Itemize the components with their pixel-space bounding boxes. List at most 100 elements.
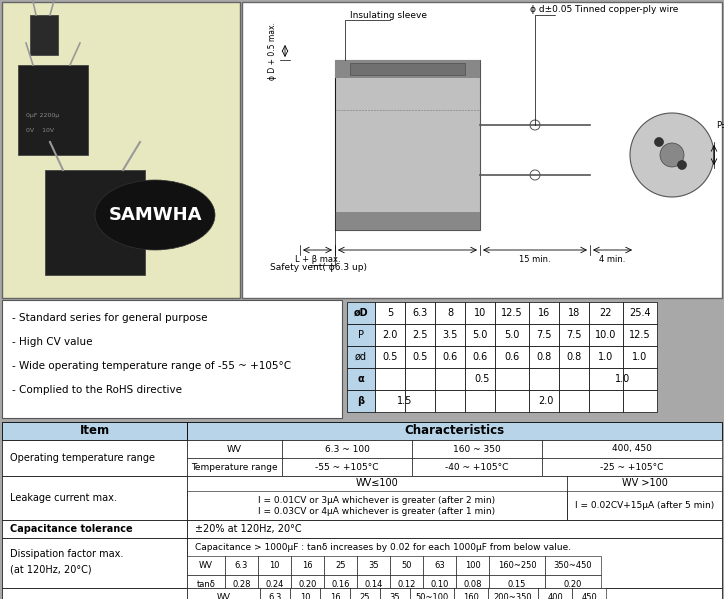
Text: 450: 450 xyxy=(581,592,597,599)
Bar xyxy=(405,390,435,412)
Bar xyxy=(572,588,606,599)
Text: 6.3: 6.3 xyxy=(413,308,428,318)
Text: 0.5: 0.5 xyxy=(382,352,397,362)
Bar xyxy=(559,302,589,324)
Text: L + β max.: L + β max. xyxy=(295,256,340,265)
Text: 8: 8 xyxy=(447,308,453,318)
Bar xyxy=(559,324,589,346)
Bar xyxy=(529,346,559,368)
Text: 4 min.: 4 min. xyxy=(599,256,626,265)
Text: WV >100: WV >100 xyxy=(622,478,668,488)
Text: 400: 400 xyxy=(547,592,563,599)
Text: 0.5: 0.5 xyxy=(412,352,428,362)
Bar xyxy=(45,170,145,275)
Bar xyxy=(542,458,722,476)
Bar xyxy=(375,346,405,368)
Bar xyxy=(2,422,187,440)
Bar xyxy=(18,65,88,155)
Bar xyxy=(2,588,187,599)
Bar xyxy=(324,556,357,575)
Bar xyxy=(589,390,623,412)
Text: -40 ~ +105°C: -40 ~ +105°C xyxy=(445,462,509,471)
Bar xyxy=(335,212,480,230)
Text: -25 ~ +105°C: -25 ~ +105°C xyxy=(600,462,664,471)
Bar xyxy=(375,324,405,346)
Bar xyxy=(291,556,324,575)
Bar xyxy=(529,324,559,346)
Bar xyxy=(435,302,465,324)
Text: 10.0: 10.0 xyxy=(595,330,617,340)
Text: α: α xyxy=(358,374,364,384)
Bar xyxy=(2,300,342,418)
Text: 400, 450: 400, 450 xyxy=(612,444,652,453)
Bar xyxy=(495,324,529,346)
Text: 0.8: 0.8 xyxy=(536,352,552,362)
Text: 10: 10 xyxy=(474,308,486,318)
Bar xyxy=(187,520,722,538)
Text: ød: ød xyxy=(355,352,367,362)
Bar xyxy=(282,458,412,476)
Bar xyxy=(187,556,225,575)
Text: 1.0: 1.0 xyxy=(632,352,648,362)
Bar xyxy=(589,368,623,390)
Bar xyxy=(529,390,559,412)
Text: 3.5: 3.5 xyxy=(442,330,458,340)
Bar xyxy=(282,440,412,458)
Text: ϕ D + 0.5 max.: ϕ D + 0.5 max. xyxy=(268,22,277,80)
Text: 200~350: 200~350 xyxy=(494,592,532,599)
Text: 160: 160 xyxy=(463,592,479,599)
Bar xyxy=(357,556,390,575)
Text: 350~450: 350~450 xyxy=(554,561,592,570)
Text: 25: 25 xyxy=(360,592,370,599)
Bar xyxy=(380,588,410,599)
Text: WV: WV xyxy=(227,444,242,453)
Bar xyxy=(375,390,405,412)
Text: 1.0: 1.0 xyxy=(615,374,631,384)
Text: 10: 10 xyxy=(300,592,311,599)
Bar xyxy=(375,302,405,324)
Bar xyxy=(567,476,722,520)
Bar xyxy=(405,368,435,390)
Text: 35: 35 xyxy=(369,561,379,570)
Text: 16: 16 xyxy=(538,308,550,318)
Bar xyxy=(187,476,567,520)
Bar xyxy=(623,368,657,390)
Text: 0.16: 0.16 xyxy=(332,580,350,589)
Text: Temperature range: Temperature range xyxy=(191,462,278,471)
Bar xyxy=(405,302,435,324)
Text: 0.15: 0.15 xyxy=(508,580,526,589)
Bar xyxy=(435,324,465,346)
Bar xyxy=(545,556,601,575)
Text: 15 min.: 15 min. xyxy=(519,256,551,265)
Bar xyxy=(347,346,375,368)
Bar xyxy=(495,390,529,412)
Bar xyxy=(375,368,405,390)
Text: 0μF 2200μ: 0μF 2200μ xyxy=(26,113,59,117)
Bar xyxy=(545,575,601,594)
Text: - Standard series for general purpose: - Standard series for general purpose xyxy=(12,313,208,323)
Bar xyxy=(589,324,623,346)
Text: 5: 5 xyxy=(387,308,393,318)
Bar xyxy=(456,575,489,594)
Bar xyxy=(623,346,657,368)
Bar xyxy=(30,15,58,55)
Text: 0.08: 0.08 xyxy=(463,580,481,589)
Bar xyxy=(258,575,291,594)
Text: P±0.5: P±0.5 xyxy=(716,120,724,129)
Text: 0.12: 0.12 xyxy=(397,580,416,589)
Text: Dissipation factor max.: Dissipation factor max. xyxy=(10,549,123,559)
Bar xyxy=(225,575,258,594)
Bar xyxy=(412,458,542,476)
Bar xyxy=(347,368,375,390)
Bar xyxy=(390,556,423,575)
Text: I = 0.03CV or 4μA whichever is greater (after 1 min): I = 0.03CV or 4μA whichever is greater (… xyxy=(258,507,495,516)
Bar xyxy=(187,458,282,476)
Text: 100: 100 xyxy=(465,561,481,570)
Bar xyxy=(435,346,465,368)
Bar xyxy=(495,302,529,324)
Text: β: β xyxy=(358,396,365,406)
Bar xyxy=(488,588,538,599)
Text: Operating temperature range: Operating temperature range xyxy=(10,453,155,463)
Text: 12.5: 12.5 xyxy=(629,330,651,340)
Bar xyxy=(324,575,357,594)
